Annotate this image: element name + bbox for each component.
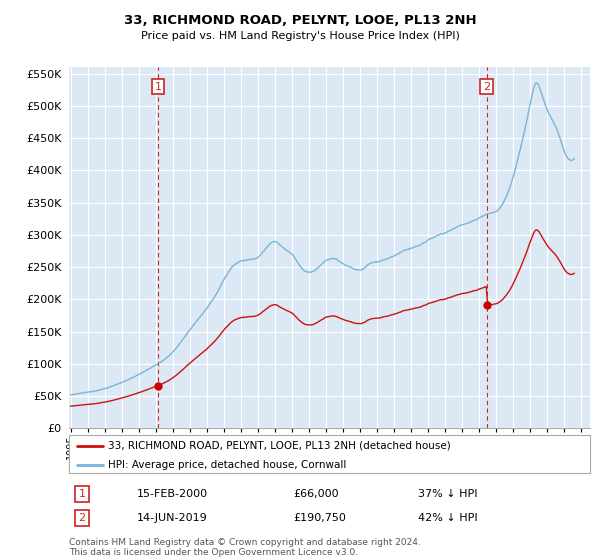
Text: 1: 1 xyxy=(79,489,86,499)
Text: £66,000: £66,000 xyxy=(293,489,338,499)
Text: 14-JUN-2019: 14-JUN-2019 xyxy=(137,514,208,524)
Text: 42% ↓ HPI: 42% ↓ HPI xyxy=(418,514,478,524)
Text: 33, RICHMOND ROAD, PELYNT, LOOE, PL13 2NH (detached house): 33, RICHMOND ROAD, PELYNT, LOOE, PL13 2N… xyxy=(108,441,451,451)
Text: 37% ↓ HPI: 37% ↓ HPI xyxy=(418,489,478,499)
Text: 1: 1 xyxy=(154,82,161,91)
Text: Price paid vs. HM Land Registry's House Price Index (HPI): Price paid vs. HM Land Registry's House … xyxy=(140,31,460,41)
Text: 33, RICHMOND ROAD, PELYNT, LOOE, PL13 2NH: 33, RICHMOND ROAD, PELYNT, LOOE, PL13 2N… xyxy=(124,14,476,27)
Text: HPI: Average price, detached house, Cornwall: HPI: Average price, detached house, Corn… xyxy=(108,460,346,470)
Text: Contains HM Land Registry data © Crown copyright and database right 2024.
This d: Contains HM Land Registry data © Crown c… xyxy=(69,538,421,557)
Text: 15-FEB-2000: 15-FEB-2000 xyxy=(137,489,208,499)
Text: £190,750: £190,750 xyxy=(293,514,346,524)
Text: 2: 2 xyxy=(483,82,490,91)
Text: 2: 2 xyxy=(79,514,86,524)
